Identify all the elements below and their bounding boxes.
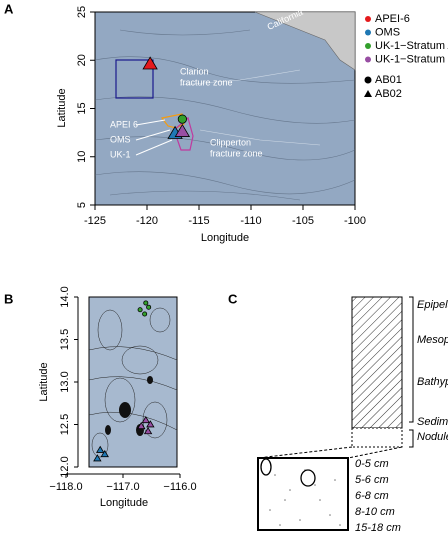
point (93, 454, 102, 462)
x-tick-label: -115 (188, 215, 209, 227)
zone-label: Sediment and (417, 416, 448, 428)
point (146, 420, 155, 428)
point (141, 415, 150, 424)
y-tick-label: 15 (76, 102, 88, 114)
zoom-line (347, 446, 403, 459)
x-tick-label: -100 (344, 215, 366, 227)
y-tick-label: 12.0 (59, 456, 71, 477)
panel-label: C (228, 291, 238, 306)
y-tick-label: 25 (76, 6, 88, 18)
y-tick-label: 20 (76, 54, 88, 66)
layer-label: 8-10 cm (355, 506, 395, 518)
point (142, 311, 148, 317)
panel-label: B (4, 291, 13, 306)
bracket (409, 296, 414, 448)
legend-swatch (364, 76, 372, 84)
legend-swatch (364, 90, 372, 97)
x-tick-label: −117.0 (106, 481, 139, 493)
zone-label: Bathypelagic (417, 376, 448, 388)
zone-label: Mesopelagic (417, 334, 448, 346)
panel-label: A (4, 1, 14, 16)
legend-label: AB02 (375, 88, 402, 100)
leader (135, 129, 171, 141)
layer-label: 5-6 cm (355, 474, 389, 486)
sediment-core (257, 457, 349, 531)
layer-label: 0-5 cm (355, 458, 389, 470)
zoom-line (257, 446, 353, 459)
point (174, 123, 191, 137)
oms-box (160, 113, 185, 129)
point (143, 427, 153, 435)
legend-label: UK-1−Stratum A (375, 40, 448, 52)
map-b-contours (88, 307, 178, 458)
legend-label: OMS (375, 26, 400, 38)
point (142, 56, 158, 70)
zone-label: Nodules (417, 431, 448, 443)
y-axis-label: Latitude (38, 362, 50, 401)
annotation: fracture zone (210, 148, 263, 158)
y-tick-label: 10 (76, 151, 88, 163)
leader (135, 119, 166, 126)
map-a-contours (94, 29, 356, 201)
land (254, 11, 356, 71)
x-tick-label: −118.0 (49, 481, 82, 493)
legend-label: UK-1−Stratum B (375, 53, 448, 65)
annotation: fracture zone (180, 77, 233, 87)
annotation: Clipperton (210, 137, 251, 147)
apei-box (115, 59, 154, 99)
x-tick-label: −116.0 (163, 481, 196, 493)
x-axis-label: Longitude (100, 497, 148, 509)
y-tick-label: 13.0 (59, 371, 71, 392)
point (143, 300, 149, 306)
legend-swatch (365, 43, 371, 49)
point (146, 304, 152, 310)
map-b-background (88, 296, 178, 468)
sediment-section (351, 427, 403, 448)
y-tick-label: 13.5 (59, 329, 71, 350)
point (96, 445, 105, 453)
x-tick-label: -120 (136, 215, 158, 227)
nodule (260, 458, 272, 476)
annotation: UK-1 (110, 149, 131, 159)
legend-swatch (365, 16, 371, 22)
point (137, 421, 146, 430)
nodule (300, 469, 316, 487)
legend-swatch (365, 56, 371, 63)
legend-swatch (365, 29, 371, 36)
legend-label: AB01 (375, 74, 402, 86)
x-tick-label: -105 (292, 215, 314, 227)
y-axis-label: Latitude (56, 88, 68, 127)
layer-label: 15-18 cm (355, 522, 401, 533)
point (177, 114, 187, 124)
annotation: OMS (110, 134, 131, 144)
zone-label: Epipelagic (417, 299, 448, 311)
water-column (351, 296, 403, 429)
x-tick-label: -125 (84, 215, 106, 227)
point (100, 449, 109, 458)
y-tick-label: 14.0 (59, 286, 71, 307)
leader (135, 139, 173, 156)
point (137, 307, 143, 313)
x-axis-label: Longitude (201, 232, 249, 244)
y-tick-label: 12.5 (59, 414, 71, 435)
annotation: APEI 6 (110, 119, 138, 129)
x-tick-label: -110 (240, 215, 261, 227)
layer-label: 6-8 cm (355, 490, 389, 502)
legend-label: APEI-6 (375, 13, 410, 25)
annotation: Clarion (180, 66, 209, 76)
y-tick-label: 5 (76, 202, 88, 208)
